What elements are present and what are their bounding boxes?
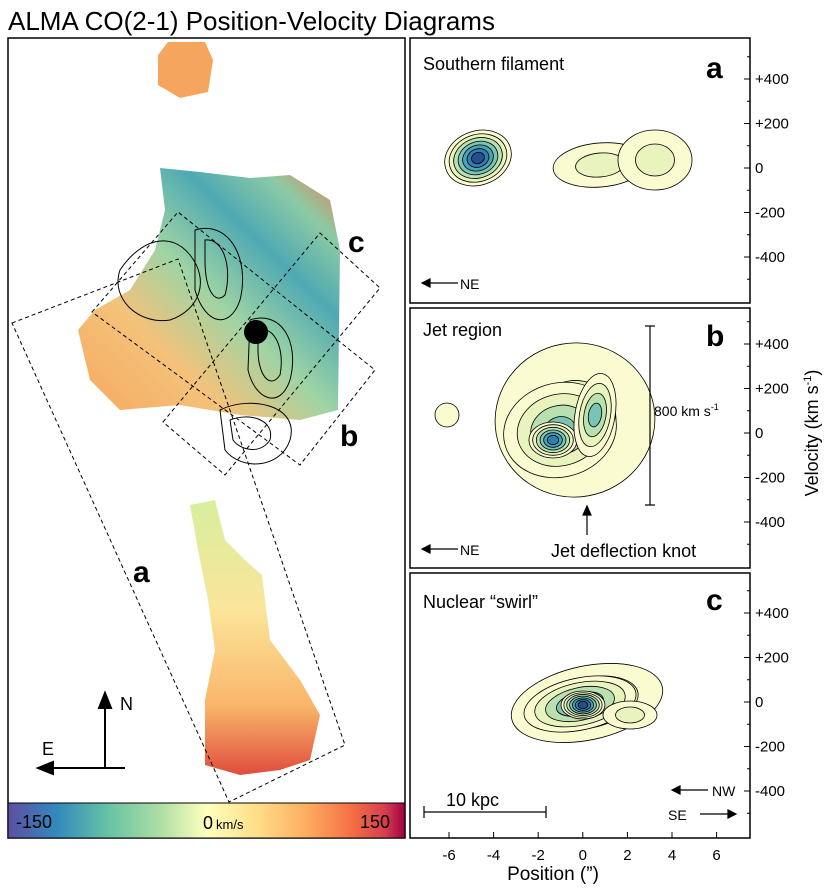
panel-title: Southern filament (423, 54, 564, 74)
x-tick-label: -4 (487, 847, 500, 864)
box-label: a (133, 556, 150, 589)
contour (635, 143, 675, 177)
box-label: b (340, 420, 358, 453)
direction: SE (668, 807, 687, 823)
y-tick-label: +200 (755, 650, 789, 667)
y-tick-label: +200 (755, 116, 789, 133)
scale-bar-label: 800 km s-1 (654, 402, 719, 419)
y-tick-label: 0 (755, 425, 763, 442)
colorbar-mid: 0 km/s (203, 813, 244, 833)
contour (587, 402, 603, 428)
scale-bar-label: 10 kpc (446, 790, 499, 810)
x-tick-label: -6 (442, 847, 455, 864)
colorbar-max: 150 (360, 812, 390, 832)
contour (577, 700, 589, 710)
axes: +400+2000-200-400+400+2000-200-400+400+2… (442, 56, 789, 864)
x-tick-label: 6 (712, 847, 720, 864)
direction: NW (712, 783, 736, 799)
y-tick-label: -400 (755, 783, 785, 800)
y-tick-label: -400 (755, 514, 785, 531)
map-patch (190, 500, 320, 775)
y-title-sup: -1 (802, 376, 814, 386)
y-title-text: Velocity (km s (802, 385, 822, 496)
pv-contours (434, 129, 693, 743)
y-tick-label: -400 (755, 249, 785, 266)
y-tick-label: 0 (755, 694, 763, 711)
y-tick-label: +200 (755, 381, 789, 398)
extraction-boxes (11, 211, 381, 803)
y-tick-label: -200 (755, 205, 785, 222)
contour (615, 706, 645, 724)
map-patch (78, 168, 340, 420)
annotation: Jet deflection knot (551, 541, 696, 561)
y-tick-label: -200 (755, 739, 785, 756)
panel-letter: b (706, 320, 724, 353)
contour (434, 402, 460, 428)
nucleus (244, 320, 268, 344)
panel-letter: a (706, 52, 723, 85)
direction: NE (460, 542, 479, 558)
contour (471, 151, 485, 165)
panel-letter: c (706, 584, 723, 617)
direction: NE (460, 276, 479, 292)
box-label: c (348, 226, 365, 259)
y-tick-label: 0 (755, 160, 763, 177)
y-title-end: ) (802, 370, 822, 376)
x-tick-label: 2 (623, 847, 631, 864)
contour (546, 434, 560, 446)
y-tick-label: +400 (755, 336, 789, 353)
panel-title: Jet region (423, 320, 502, 340)
title: ALMA CO(2-1) Position-Velocity Diagrams (8, 6, 495, 36)
y-tick-label: +400 (755, 605, 789, 622)
x-tick-label: 0 (579, 847, 587, 864)
y-tick-label: -200 (755, 470, 785, 487)
map-patch (158, 42, 213, 98)
colorbar (7, 802, 406, 839)
y-tick-label: +400 (755, 71, 789, 88)
pv-frames (409, 37, 751, 839)
y-axis-title: Velocity (km s-1) (802, 370, 822, 497)
compass-north: N (120, 694, 133, 714)
panel-title: Nuclear “swirl” (423, 592, 538, 612)
contours (117, 228, 294, 465)
compass-east: E (42, 739, 54, 759)
compass (35, 690, 125, 776)
colorbar-unit: km/s (216, 817, 244, 832)
scale-text: 800 km s (654, 403, 711, 419)
scale-sup: -1 (711, 402, 719, 412)
arrows (420, 278, 738, 819)
x-tick-label: 4 (668, 847, 676, 864)
colorbar-min: -150 (16, 812, 52, 832)
x-axis-title: Position (”) (507, 864, 599, 885)
colorbar-mid-value: 0 (203, 813, 213, 833)
x-tick-label: -2 (532, 847, 545, 864)
